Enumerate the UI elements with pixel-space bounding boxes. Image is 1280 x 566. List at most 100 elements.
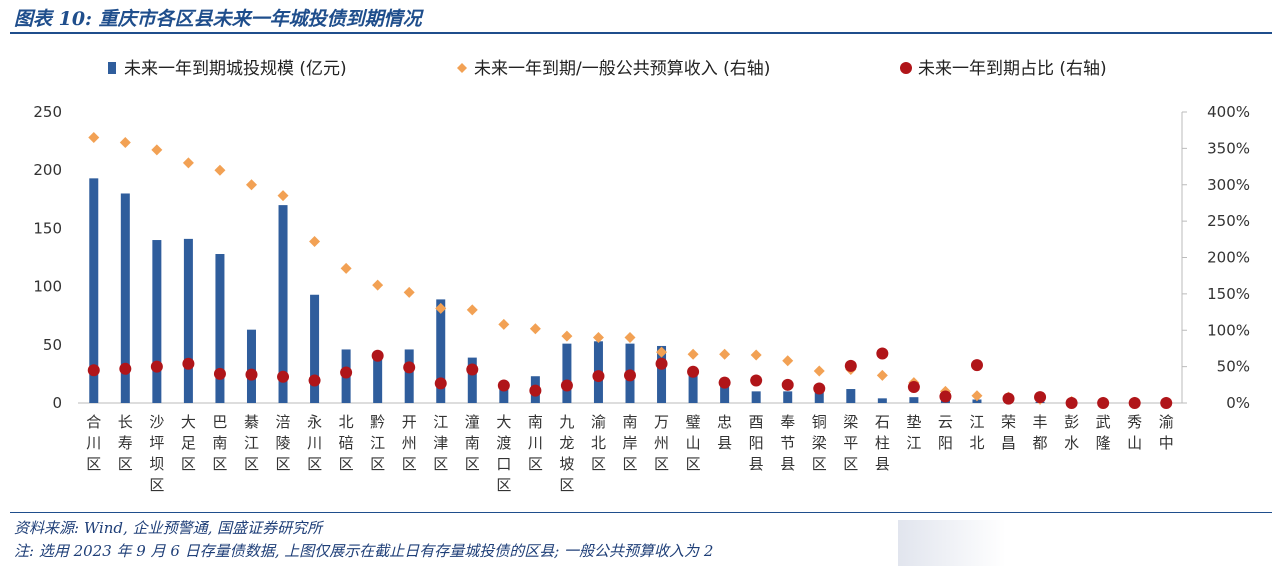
category-label: 涪陵区 <box>276 413 291 473</box>
dot-point <box>750 374 763 387</box>
right-tick-label: 400% <box>1207 103 1250 121</box>
diamond-point <box>498 318 510 330</box>
bar <box>846 389 856 403</box>
bar <box>814 392 824 403</box>
bar <box>909 397 919 403</box>
dot-point <box>1002 392 1015 405</box>
diamond-point <box>782 355 794 367</box>
bottom-rule <box>10 512 1272 513</box>
dot-point <box>592 370 605 383</box>
diamond-point <box>687 348 699 360</box>
category-label: 奉节县 <box>780 413 795 473</box>
category-label: 九龙坡区 <box>559 413 574 494</box>
dot-point <box>1160 397 1173 409</box>
diamond-point <box>750 349 762 361</box>
dot-point <box>687 365 700 378</box>
diamond-point <box>119 137 131 149</box>
bar <box>404 349 414 403</box>
dot-point <box>1128 397 1141 409</box>
category-label: 铜梁区 <box>812 413 827 473</box>
bar <box>783 391 793 403</box>
dot-point <box>560 379 573 392</box>
category-label: 石柱县 <box>875 413 890 473</box>
bar <box>89 178 99 403</box>
diamond-point <box>719 348 731 360</box>
bar <box>183 238 193 403</box>
bar <box>499 385 509 403</box>
left-tick-label: 150 <box>33 219 62 237</box>
diamond-point <box>88 131 100 143</box>
dot-point <box>497 379 510 392</box>
left-tick-label: 100 <box>33 278 62 296</box>
diamond-point <box>592 332 604 344</box>
right-tick-label: 250% <box>1207 212 1250 230</box>
category-label: 永川区 <box>307 413 322 473</box>
watermark-overlay <box>898 520 1006 566</box>
bar <box>877 398 887 403</box>
category-label: 酉阳县 <box>749 413 764 473</box>
category-label: 沙坪坝区 <box>149 413 164 494</box>
bar <box>152 240 162 403</box>
dot-point <box>150 360 163 373</box>
footnote: 注: 选用 2023 年 9 月 6 日存量债数据, 上图仅展示在截止日有存量城… <box>14 542 714 560</box>
title-rule <box>10 32 1272 34</box>
bar <box>720 384 730 403</box>
diamond-point <box>813 365 825 377</box>
bar <box>562 343 572 403</box>
dot-point <box>87 364 100 377</box>
dot-point <box>876 347 889 360</box>
category-label: 垫江 <box>906 413 921 452</box>
diamond-point <box>624 332 636 344</box>
category-label: 潼南区 <box>465 413 480 473</box>
category-label: 大足区 <box>181 413 196 473</box>
dot-point <box>844 359 857 372</box>
figure-title: 图表 10: 重庆市各区县未来一年城投债到期情况 <box>14 8 422 30</box>
category-label: 合川区 <box>86 413 101 473</box>
bar <box>688 372 698 403</box>
diamond-point <box>435 302 447 314</box>
dot-point <box>1097 397 1110 409</box>
diamond-point <box>561 330 573 342</box>
dot-point <box>939 390 952 403</box>
bar <box>751 391 761 403</box>
legend: 未来一年到期城投规模 (亿元) 未来一年到期/一般公共预算收入 (右轴) 未来一年到… <box>108 59 1107 79</box>
category-label: 大渡口区 <box>496 413 511 494</box>
dot-point <box>308 374 321 387</box>
dot-point <box>277 370 290 383</box>
dot-point <box>718 376 731 389</box>
category-label: 秀山 <box>1127 413 1142 452</box>
diamond-point <box>245 179 257 191</box>
diamond-point <box>971 390 983 402</box>
bar <box>246 329 256 403</box>
diamond-point <box>151 144 163 156</box>
category-label: 开州区 <box>402 413 417 473</box>
left-tick-label: 200 <box>33 161 62 179</box>
bar <box>373 351 383 403</box>
dot-point <box>182 357 195 370</box>
diamond-point <box>182 157 194 169</box>
category-label: 梁平区 <box>843 413 858 473</box>
right-tick-label: 50% <box>1217 358 1250 376</box>
category-label: 綦江区 <box>244 413 259 473</box>
category-label: 巴南区 <box>212 413 227 473</box>
diamond-point <box>309 235 321 247</box>
legend-bar-swatch <box>108 62 116 74</box>
dot-point <box>907 380 920 393</box>
bar-series <box>89 178 1171 403</box>
diamond-point <box>466 304 478 316</box>
category-labels: 合川区 长寿区 沙坪坝区 大足区 巴南区 綦江区 涪陵区 永川区 北碚区 黔江区 开州区 江津区 潼南区… <box>86 413 1173 494</box>
dot-point <box>403 361 416 374</box>
category-label: 渝中 <box>1159 413 1174 452</box>
diamond-point <box>277 190 289 202</box>
category-label: 云阳 <box>938 413 953 452</box>
bar <box>215 254 225 403</box>
dot-point <box>245 368 258 381</box>
category-label: 南川区 <box>528 413 543 473</box>
bar <box>467 357 477 403</box>
chart: 未来一年到期城投规模 (亿元) 未来一年到期/一般公共预算收入 (右轴) 未来一年到… <box>33 59 1250 494</box>
dot-point <box>434 377 447 390</box>
source-note: 资料来源: Wind, 企业预警通, 国盛证券研究所 <box>14 519 323 537</box>
category-label: 渝北区 <box>591 413 606 473</box>
right-tick-label: 200% <box>1207 249 1250 267</box>
bar <box>120 193 130 403</box>
